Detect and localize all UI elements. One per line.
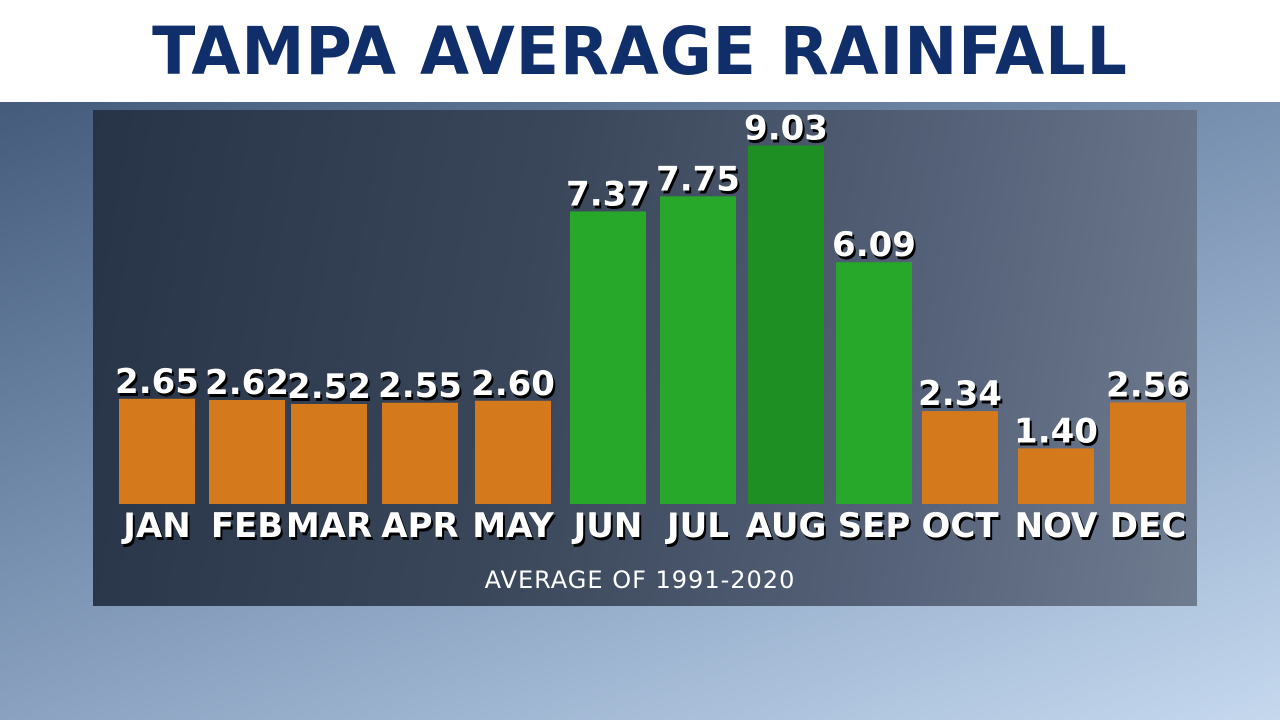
category-label-shadow: MAY <box>474 509 556 549</box>
category-label-mar: MAR <box>286 506 372 546</box>
value-label-dec: 2.56 <box>1106 365 1190 405</box>
category-label-jun: JUN <box>572 506 643 546</box>
value-label-shadow: 1.40 <box>1016 414 1100 454</box>
value-label-feb: 2.62 <box>205 363 289 403</box>
value-label-shadow: 7.37 <box>568 177 652 217</box>
category-label-shadow: JUL <box>667 509 731 549</box>
value-label-shadow: 2.56 <box>1108 368 1192 408</box>
category-label-sep: SEP <box>838 506 911 546</box>
category-label-shadow: NOV <box>1017 509 1100 549</box>
bar-apr <box>382 402 458 504</box>
category-label-shadow: AUG <box>748 509 829 549</box>
value-label-shadow: 2.34 <box>920 377 1004 417</box>
category-label-shadow: SEP <box>840 509 913 549</box>
value-label-shadow: 2.52 <box>289 370 373 410</box>
bar-sep <box>836 262 912 504</box>
bar-oct <box>922 411 998 504</box>
value-label-may: 2.60 <box>471 364 555 404</box>
category-label-nov: NOV <box>1015 506 1098 546</box>
category-label-shadow: APR <box>383 509 460 549</box>
category-label-may: MAY <box>472 506 554 546</box>
bar-jul <box>660 196 736 504</box>
value-label-shadow: 2.55 <box>380 369 464 409</box>
category-label-shadow: MAR <box>288 509 374 549</box>
chart-subtitle: AVERAGE OF 1991-2020 <box>484 566 796 594</box>
value-label-nov: 1.40 <box>1014 411 1098 451</box>
category-label-shadow: FEB <box>213 509 285 549</box>
value-label-shadow: 9.03 <box>746 112 830 152</box>
category-label-oct: OCT <box>921 506 999 546</box>
bar-dec <box>1110 402 1186 504</box>
value-label-oct: 2.34 <box>918 374 1002 414</box>
bar-jan <box>119 398 195 504</box>
category-label-jul: JUL <box>665 506 729 546</box>
category-label-shadow: JAN <box>123 509 192 549</box>
value-label-aug: 9.03 <box>744 109 828 149</box>
chart-title: TAMPA AVERAGE RAINFALL <box>152 13 1128 90</box>
bar-feb <box>209 399 285 504</box>
bar-may <box>475 400 551 504</box>
bar-jun <box>570 211 646 504</box>
value-label-shadow: 2.65 <box>117 365 201 405</box>
category-label-apr: APR <box>381 506 458 546</box>
value-label-mar: 2.52 <box>287 367 371 407</box>
value-label-jul: 7.75 <box>656 159 740 199</box>
value-label-jun: 7.37 <box>566 174 650 214</box>
value-label-shadow: 6.09 <box>834 228 918 268</box>
value-label-shadow: 7.75 <box>658 162 742 202</box>
bar-mar <box>291 403 367 504</box>
category-label-shadow: OCT <box>923 509 1001 549</box>
category-label-jan: JAN <box>121 506 190 546</box>
category-label-dec: DEC <box>1110 506 1186 546</box>
category-label-aug: AUG <box>746 506 827 546</box>
category-label-shadow: JUN <box>574 509 645 549</box>
value-label-shadow: 2.60 <box>473 367 557 407</box>
value-label-apr: 2.55 <box>378 366 462 406</box>
value-label-jan: 2.65 <box>115 362 199 402</box>
bar-nov <box>1018 448 1094 504</box>
value-label-shadow: 2.62 <box>207 366 291 406</box>
category-label-feb: FEB <box>211 506 283 546</box>
category-label-shadow: DEC <box>1112 509 1188 549</box>
bar-aug <box>748 145 824 504</box>
value-label-sep: 6.09 <box>832 225 916 265</box>
title-bar: TAMPA AVERAGE RAINFALL <box>0 0 1280 102</box>
